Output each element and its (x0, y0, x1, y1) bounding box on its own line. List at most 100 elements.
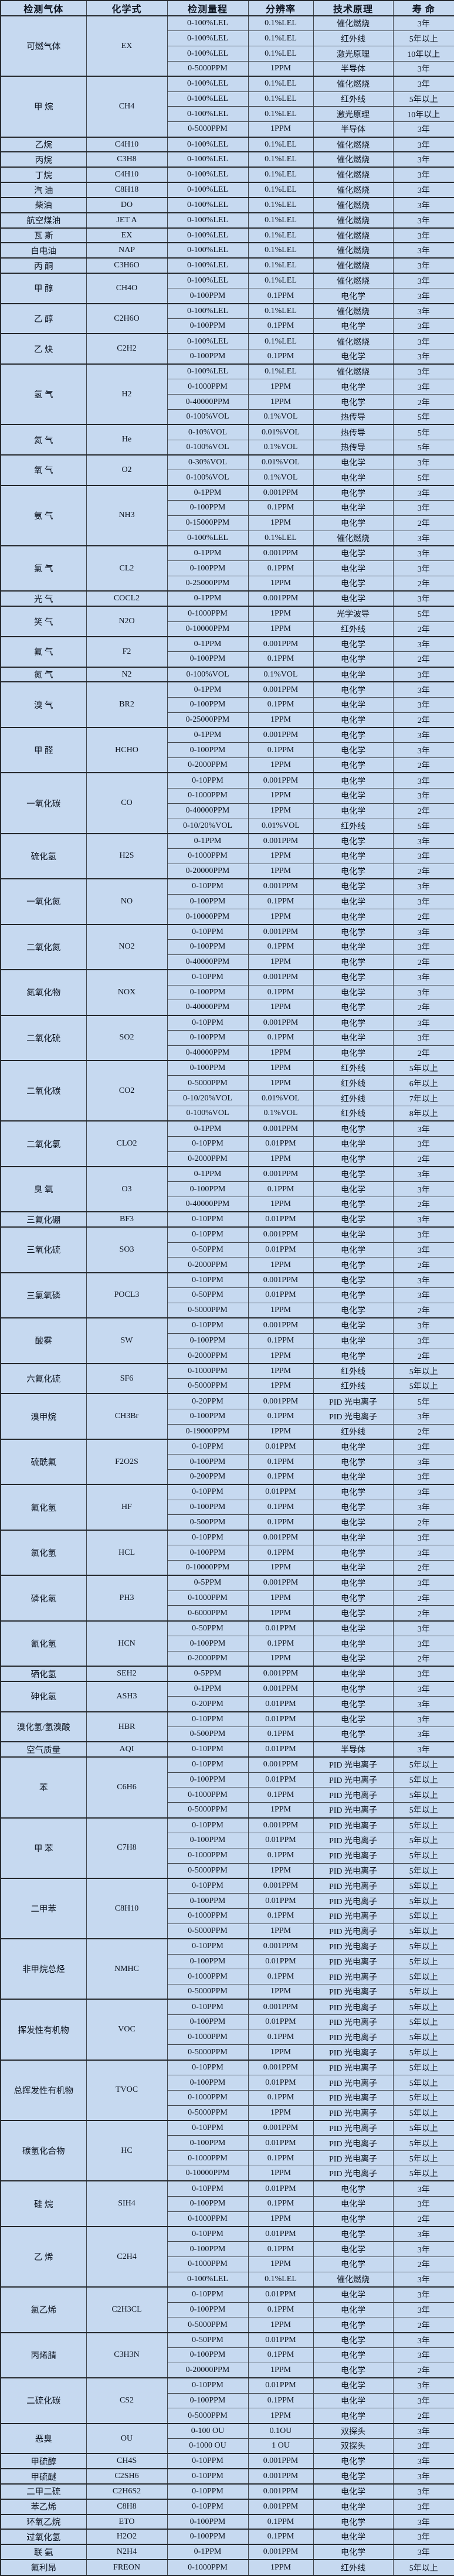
range-cell: 0-1PPM (167, 726, 249, 743)
lifespan-cell: 3年 (392, 726, 454, 743)
range-cell: 0-100PPM (167, 1454, 249, 1470)
table-row: 0-100PPM 0.1PPM 电化学 3年 (1, 2241, 454, 2258)
resolution-cell: 0.1%LEL (248, 333, 314, 349)
formula-cell: SO3 (86, 1226, 168, 1273)
range-cell: 0-5000PPM (167, 1075, 249, 1092)
principle-cell: 电化学 (313, 2241, 394, 2258)
formula-cell: HCN (86, 1620, 168, 1667)
principle-cell: 电化学 (313, 1636, 394, 1651)
lifespan-cell: 3年 (392, 2453, 454, 2469)
range-cell: 0-100%LEL (167, 136, 249, 152)
formula-cell: C8H10 (86, 1877, 168, 1939)
principle-cell: 红外线 (313, 1378, 394, 1394)
principle-cell: 电化学 (313, 1620, 394, 1637)
gas-name-cell: 白电油 (0, 242, 87, 259)
principle-cell: 电化学 (313, 1333, 394, 1349)
resolution-cell: 0.001PPM (248, 2498, 314, 2515)
gas-name-cell: 联 氨 (0, 2544, 87, 2560)
principle-cell: 催化燃烧 (313, 530, 394, 546)
lifespan-cell: 3年 (392, 545, 454, 562)
resolution-cell: 0.01PPM (248, 2014, 314, 2030)
gas-name-cell: 光 气 (0, 590, 87, 607)
principle-cell: 电化学 (313, 1711, 394, 1728)
table-row: 0-100PPM 0.1PPM 电化学 3年 (1, 500, 454, 516)
lifespan-cell: 2年 (392, 863, 454, 879)
table-row: 0-1000PPM 0.1PPM PID 光电离子 5年以上 (1, 2089, 454, 2106)
lifespan-cell: 3年 (392, 2513, 454, 2530)
range-cell: 0-100%LEL (167, 227, 249, 243)
lifespan-cell: 3年 (392, 60, 454, 77)
gas-name-cell: 溴 气 (0, 681, 87, 728)
table-row: 甲 醇 CH4O 0-100%LEL 0.1%LEL 催化燃烧 3年 (0, 273, 454, 304)
lifespan-cell: 2年 (392, 909, 454, 925)
range-cell: 0-100PPM (167, 1893, 249, 1909)
range-cell: 0-1000PPM (167, 2150, 249, 2167)
lifespan-cell: 3年 (392, 1741, 454, 1758)
lifespan-cell: 3年 (392, 1120, 454, 1137)
principle-cell: 电化学 (313, 1272, 394, 1289)
principle-cell: PID 光电离子 (313, 1847, 394, 1864)
table-row: 0-5000PPM 1PPM 电化学 2年 (1, 2317, 454, 2333)
lifespan-cell: 2年 (392, 1348, 454, 1364)
table-row: 0-40000PPM 1PPM 电化学 2年 (1, 394, 454, 410)
principle-cell: 电化学 (313, 2377, 394, 2394)
table-row: 0-200PPM 0.1PPM 电化学 3年 (1, 1469, 454, 1485)
formula-cell: PH3 (86, 1575, 168, 1622)
lifespan-cell: 5年以上 (392, 1802, 454, 1819)
lifespan-cell: 5年以上 (392, 1953, 454, 1970)
table-row: 0-1000 OU 1 OU 双探头 3年 (1, 2438, 454, 2454)
resolution-cell: 1PPM (248, 787, 314, 804)
principle-cell: 电化学 (313, 2393, 394, 2409)
principle-cell: 热传导 (313, 439, 394, 456)
principle-cell: 电化学 (313, 1257, 394, 1273)
range-cell: 0-10PPM (167, 1014, 249, 1031)
range-cell: 0-10PPM (167, 2286, 249, 2303)
principle-cell: 电化学 (313, 2483, 394, 2500)
range-cell: 0-2000PPM (167, 757, 249, 773)
principle-cell: 电化学 (313, 470, 394, 486)
principle-cell: 半导体 (313, 60, 394, 77)
table-row: 0-100PPM 0.1PPM PID 光电离子 3年 (1, 1408, 454, 1425)
table-row: 0-100%LEL 0.1%LEL 催化燃烧 3年 (1, 2271, 454, 2288)
principle-cell: 红外线 (313, 818, 394, 834)
table-row: 0-2000PPM 1PPM 电化学 2年 (1, 1650, 454, 1667)
principle-cell: 半导体 (313, 1741, 394, 1758)
principle-cell: 电化学 (313, 954, 394, 970)
table-row: 硒化氢 SEH2 0-5PPM 0.001PPM 电化学 3年 (0, 1666, 454, 1682)
table-row: 0-100PPM 0.01PPM PID 光电离子 5年以上 (1, 1953, 454, 1970)
lifespan-cell: 3年 (392, 318, 454, 334)
gas-name-cell: 氯乙烯 (0, 2286, 87, 2333)
lifespan-cell: 3年 (392, 333, 454, 349)
principle-cell: 电化学 (313, 2211, 394, 2227)
gas-name-cell: 甲硫醚 (0, 2468, 87, 2485)
table-row: 0-50PPM 0.01PPM 电化学 3年 (1, 1287, 454, 1303)
table-row: 三氟化硼 BF3 0-10PPM 0.01PPM 电化学 3年 (0, 1211, 454, 1228)
principle-cell: PID 光电离子 (313, 1938, 394, 1955)
principle-cell: 电化学 (313, 1499, 394, 1515)
range-cell: 0-10PPM (167, 2225, 249, 2242)
resolution-cell: 1PPM (248, 909, 314, 925)
principle-cell: 电化学 (313, 1529, 394, 1546)
range-cell: 0-100%LEL (167, 2271, 249, 2288)
principle-cell: PID 光电离子 (313, 1802, 394, 1819)
lifespan-cell: 3年 (392, 303, 454, 320)
resolution-cell: 0.1%LEL (248, 303, 314, 320)
principle-cell: 电化学 (313, 2408, 394, 2424)
lifespan-cell: 3年 (392, 500, 454, 516)
principle-cell: 催化燃烧 (313, 76, 394, 92)
lifespan-cell: 3年 (392, 2347, 454, 2363)
lifespan-cell: 8年以上 (392, 1106, 454, 1122)
principle-cell: 电化学 (313, 1454, 394, 1470)
principle-cell: PID 光电离子 (313, 1772, 394, 1788)
formula-cell: C8H8 (86, 2498, 168, 2515)
formula-cell: C2H4 (86, 2225, 168, 2288)
lifespan-cell: 3年 (392, 1287, 454, 1303)
resolution-cell: 1PPM (248, 2256, 314, 2272)
resolution-cell: 1PPM (248, 2105, 314, 2121)
table-row: 柴油 DO 0-100%LEL 0.1%LEL 催化燃烧 3年 (0, 196, 454, 213)
principle-cell: 电化学 (313, 1348, 394, 1364)
principle-cell: PID 光电离子 (313, 2075, 394, 2091)
lifespan-cell: 5年 (392, 1393, 454, 1409)
resolution-cell: 0.001PPM (248, 2059, 314, 2076)
resolution-cell: 0.1PPM (248, 1847, 314, 1864)
